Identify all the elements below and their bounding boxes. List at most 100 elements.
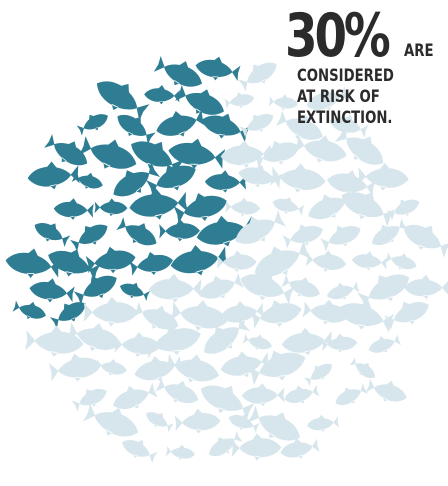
fish-icon bbox=[94, 198, 128, 217]
fish-icon bbox=[122, 440, 158, 464]
fish-icon bbox=[70, 224, 108, 252]
fish-icon bbox=[250, 300, 302, 329]
fish-icon bbox=[329, 114, 369, 138]
fish-icon bbox=[165, 444, 195, 461]
headline-percent: 30% bbox=[284, 1, 391, 71]
fish-icon bbox=[404, 274, 448, 300]
fish-icon bbox=[282, 224, 324, 249]
fish-icon bbox=[241, 383, 285, 407]
fish-icon bbox=[216, 250, 257, 273]
fish-icon bbox=[204, 170, 247, 193]
fish-icon bbox=[73, 275, 117, 306]
fish-icon bbox=[321, 333, 358, 353]
fish-icon bbox=[196, 215, 256, 247]
fish-icon bbox=[238, 164, 283, 189]
fish-icon bbox=[131, 141, 184, 177]
headline-word: ARE bbox=[404, 41, 434, 61]
fish-icon bbox=[306, 86, 349, 111]
fish-icon bbox=[239, 114, 274, 138]
fish-icon bbox=[235, 210, 287, 244]
fish-icon bbox=[242, 333, 273, 350]
fish-icon bbox=[294, 134, 347, 163]
fish-icon bbox=[284, 384, 320, 404]
fish-icon bbox=[53, 198, 94, 220]
fish-icon bbox=[351, 251, 388, 271]
fish-icon bbox=[34, 223, 71, 247]
fish-icon bbox=[117, 114, 156, 145]
fish-icon bbox=[281, 274, 321, 298]
headline-line-2: AT RISK OF bbox=[296, 87, 380, 107]
fish-icon bbox=[303, 363, 332, 387]
fish-icon bbox=[220, 351, 271, 378]
fish-icon bbox=[220, 301, 265, 325]
fish-icon bbox=[5, 248, 61, 278]
fish-icon bbox=[384, 301, 429, 331]
fish-icon bbox=[305, 250, 347, 272]
fish-icon bbox=[281, 327, 334, 356]
fish-icon bbox=[224, 92, 255, 109]
fish-icon bbox=[66, 322, 121, 352]
fish-icon bbox=[268, 94, 299, 111]
fish-icon bbox=[143, 325, 201, 359]
fish-icon bbox=[334, 126, 384, 165]
fish-icon bbox=[153, 56, 203, 87]
fish-icon bbox=[144, 84, 181, 105]
fish-icon bbox=[320, 225, 361, 252]
fish-icon bbox=[240, 272, 295, 305]
fish-icon bbox=[116, 217, 157, 246]
fish-icon bbox=[155, 377, 199, 404]
fish-icon bbox=[94, 358, 127, 376]
fish-icon bbox=[112, 382, 158, 410]
fish-icon bbox=[254, 240, 312, 277]
fish-icon bbox=[159, 219, 200, 242]
fish-icons bbox=[5, 56, 448, 464]
fish-icon bbox=[96, 81, 150, 121]
fish-icon bbox=[48, 249, 101, 282]
fish-icon bbox=[49, 302, 86, 329]
fish-icon bbox=[113, 162, 161, 197]
fish-icon bbox=[71, 388, 107, 412]
fish-icon bbox=[83, 403, 139, 437]
fish-icon bbox=[204, 316, 251, 354]
fish-icon bbox=[247, 405, 301, 441]
fish-icon bbox=[83, 296, 139, 327]
fish-icon bbox=[327, 170, 376, 197]
fish-icon bbox=[220, 140, 272, 168]
fish-icon bbox=[129, 251, 173, 276]
fish-icon bbox=[349, 357, 376, 379]
fish-icon bbox=[27, 161, 80, 190]
fish-icon bbox=[119, 282, 150, 302]
fish-icon bbox=[132, 301, 179, 330]
fish-icon bbox=[175, 84, 225, 115]
fish-icon bbox=[247, 350, 306, 386]
fish-icon bbox=[199, 273, 244, 299]
fish-icon bbox=[209, 431, 243, 457]
fish-icon bbox=[357, 162, 409, 191]
fish-icon bbox=[384, 252, 417, 270]
fish-icon bbox=[44, 134, 88, 166]
fish-icon bbox=[148, 273, 202, 303]
fish-icon bbox=[168, 138, 226, 169]
fish-icon bbox=[253, 140, 300, 169]
headline-line-3: EXTINCTION. bbox=[296, 108, 392, 128]
fish-icon bbox=[270, 163, 326, 193]
fish-icon bbox=[272, 197, 305, 216]
fish-icon bbox=[335, 383, 369, 406]
fish-icon bbox=[79, 136, 137, 169]
fish-icon bbox=[302, 299, 350, 325]
fish-icon bbox=[365, 378, 407, 402]
fish-icon bbox=[338, 300, 395, 333]
fish-icon bbox=[275, 110, 323, 140]
fish-icon bbox=[174, 408, 221, 434]
fish-icon bbox=[146, 412, 174, 433]
fish-icon bbox=[368, 334, 402, 353]
fish-icon bbox=[228, 414, 260, 434]
fish-icon bbox=[200, 385, 255, 421]
fish-icon bbox=[306, 414, 340, 432]
headline-line-1: CONSIDERED bbox=[296, 66, 394, 86]
fish-icon bbox=[326, 281, 360, 300]
headline-lines: CONSIDERED AT RISK OF EXTINCTION. bbox=[297, 66, 443, 129]
fish-icon bbox=[225, 197, 261, 217]
fish-icon bbox=[371, 218, 409, 246]
